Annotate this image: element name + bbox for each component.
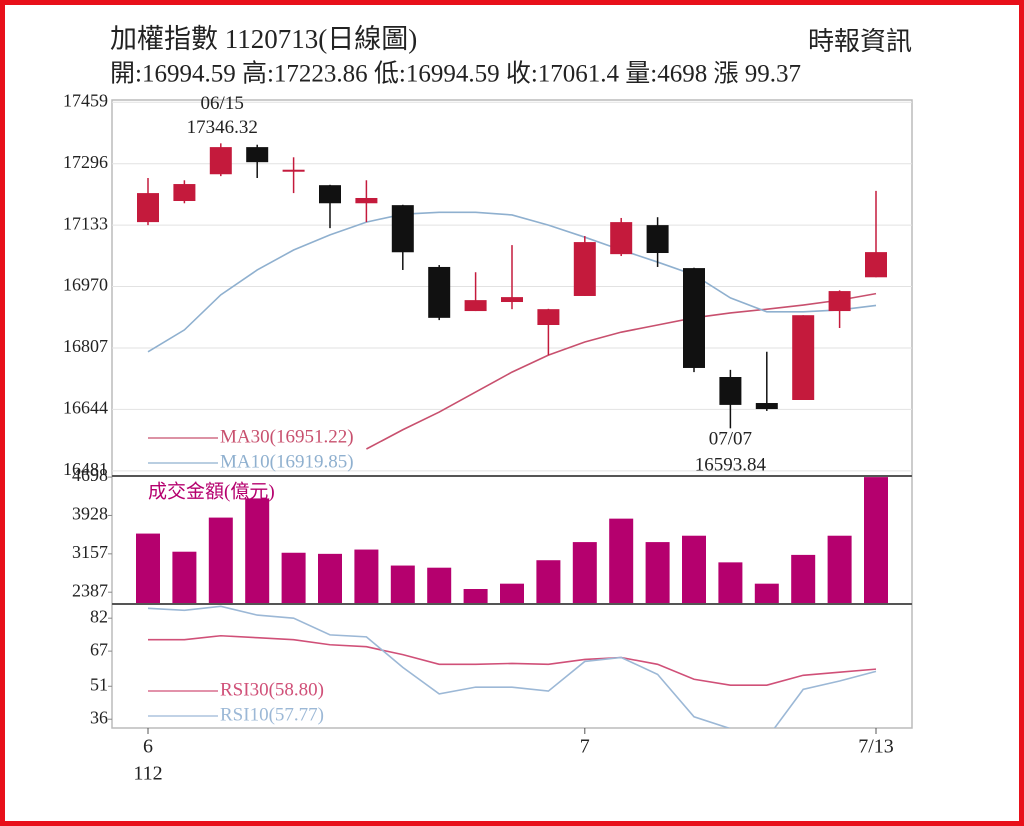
candle-body: [355, 197, 378, 204]
y-tick-label: 17459: [63, 90, 108, 110]
candle-body: [464, 300, 487, 312]
bar: [718, 562, 743, 603]
bar: [390, 565, 415, 603]
series-line: [147, 211, 877, 353]
candle-body: [792, 315, 815, 400]
bar: [136, 533, 160, 603]
y-tick-label: 67: [90, 639, 108, 659]
bar: [754, 583, 779, 603]
y-tick-label: 17133: [63, 213, 108, 233]
y-tick-label: 82: [90, 606, 108, 626]
legend-label: RSI30(58.80): [220, 679, 324, 700]
x-tick-label: 7/13: [858, 736, 894, 758]
y-tick-label: 51: [90, 674, 108, 694]
candle-body: [755, 403, 778, 410]
legend-label: MA10(16919.85): [220, 451, 354, 472]
bar: [172, 551, 197, 603]
y-tick-label: 16481: [63, 459, 108, 479]
bar: [281, 552, 306, 603]
candle-body: [282, 169, 305, 172]
legend-label: MA30(16951.22): [220, 426, 354, 447]
series-line: [147, 605, 877, 728]
annotation: 07/07: [709, 429, 752, 450]
bar: [572, 542, 597, 603]
y-tick-label: 16807: [63, 336, 108, 356]
bar: [318, 553, 342, 603]
y-tick-label: 16644: [63, 398, 108, 418]
y-tick-label: 4698: [72, 465, 108, 485]
bar: [245, 498, 270, 603]
plot-frame: [111, 99, 913, 729]
bar: [500, 583, 524, 603]
panel: [147, 605, 877, 728]
panel: [136, 477, 888, 603]
subtitle: 開:16994.59 高:17223.86 低:16994.59 收:17061…: [110, 60, 801, 88]
annotation-value: 16593.84: [695, 455, 767, 476]
bar: [463, 589, 488, 603]
bar: [791, 554, 816, 603]
y-tick-label: 17296: [63, 152, 108, 172]
candle-body: [865, 252, 887, 278]
series-line: [366, 292, 877, 450]
candle-body: [646, 225, 669, 254]
bar: [609, 518, 634, 603]
panel: [112, 101, 912, 472]
series-line: [148, 634, 877, 686]
annotation-value: 17346.32: [187, 117, 258, 138]
year-label: 112: [133, 763, 162, 785]
candle-body: [137, 193, 159, 223]
annotation: 06/15: [201, 93, 244, 114]
candle-body: [501, 297, 523, 303]
bar: [645, 542, 670, 603]
candle-body: [246, 147, 269, 163]
source: 時報資訊: [808, 27, 912, 56]
bar: [427, 567, 452, 603]
candle-body: [573, 242, 596, 296]
candle-body: [173, 184, 196, 202]
candle-body: [719, 377, 742, 405]
y-tick-label: 3157: [72, 542, 108, 562]
y-tick-label: 36: [90, 707, 108, 727]
candle-body: [209, 147, 232, 175]
candle-body: [391, 205, 414, 253]
y-tick-label: 3928: [72, 504, 108, 524]
candle-body: [537, 309, 560, 325]
candle-body: [319, 185, 341, 204]
candle-body: [828, 291, 851, 312]
bar: [354, 549, 379, 603]
candle-body: [610, 222, 633, 255]
chart-title: 加權指數 1120713(日線圖): [110, 24, 417, 54]
panel-title: 成交金額(億元): [148, 480, 275, 502]
bar: [864, 477, 888, 603]
y-tick-label: 2387: [72, 580, 108, 600]
x-tick-label: 6: [143, 736, 153, 758]
legend-label: RSI10(57.77): [220, 704, 324, 725]
y-tick-label: 16970: [63, 275, 108, 295]
x-tick-label: 7: [580, 736, 590, 758]
candle-body: [683, 268, 705, 368]
bar: [536, 560, 561, 603]
bar: [827, 535, 852, 603]
bar: [682, 535, 706, 603]
bar: [208, 517, 233, 603]
candle-body: [428, 266, 451, 318]
